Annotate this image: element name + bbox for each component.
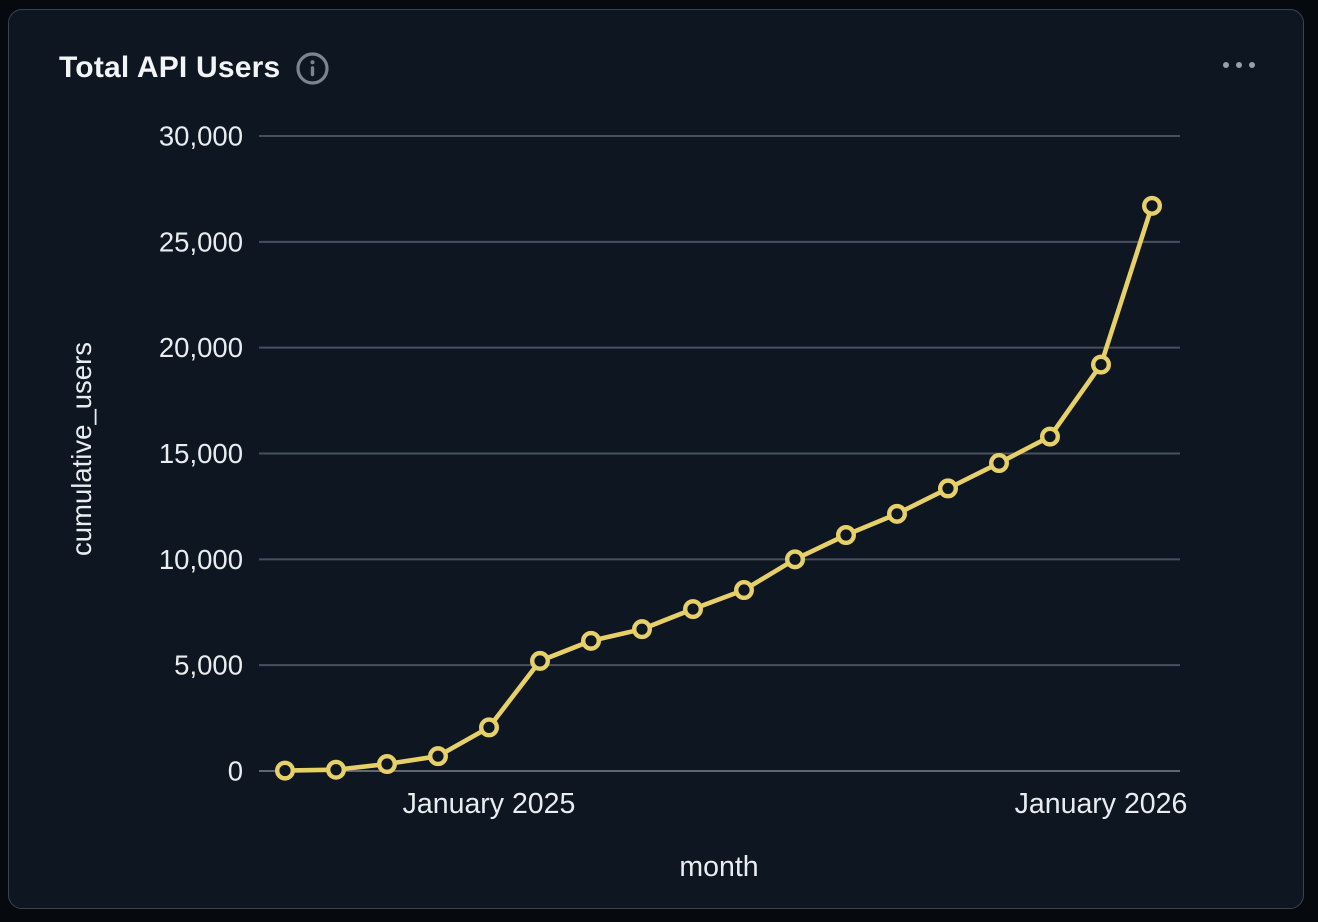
- info-icon: [296, 51, 329, 85]
- series-line: [282, 203, 1155, 773]
- y-tick-label: 20,000: [159, 332, 243, 363]
- data-point-marker[interactable]: [887, 503, 908, 524]
- chart-card: Total API Users 0 5,000 10,000 15,000 20,000…: [8, 9, 1304, 909]
- x-tick-label: January 2026: [1015, 788, 1188, 820]
- data-point-marker[interactable]: [989, 453, 1010, 474]
- data-point-marker[interactable]: [632, 619, 653, 640]
- data-point-marker[interactable]: [581, 630, 602, 651]
- info-button[interactable]: [294, 50, 330, 86]
- data-point-marker[interactable]: [734, 580, 755, 601]
- ellipsis-icon: [1223, 62, 1229, 68]
- data-point-marker[interactable]: [530, 650, 551, 671]
- data-point-marker[interactable]: [428, 746, 449, 767]
- ellipsis-icon: [1236, 62, 1242, 68]
- chart-title: Total API Users: [59, 51, 281, 84]
- data-point-marker[interactable]: [785, 549, 806, 570]
- data-point-marker[interactable]: [938, 478, 959, 499]
- y-tick-label: 5,000: [174, 650, 243, 681]
- y-tick-label: 0: [228, 756, 243, 787]
- data-point-marker[interactable]: [479, 717, 500, 738]
- more-options-button[interactable]: [1217, 50, 1261, 80]
- data-point-marker[interactable]: [1141, 195, 1162, 216]
- data-point-marker[interactable]: [683, 599, 704, 620]
- data-point-marker[interactable]: [1039, 426, 1060, 447]
- ellipsis-icon: [1249, 62, 1255, 68]
- card-header: Total API Users: [59, 50, 330, 86]
- line-chart: 0 5,000 10,000 15,000 20,000 25,000 30,000 Janu…: [66, 121, 1188, 884]
- data-point-marker[interactable]: [275, 760, 296, 781]
- y-axis-title: cumulative_users: [66, 342, 97, 556]
- y-tick-label: 25,000: [159, 226, 243, 257]
- data-point-marker[interactable]: [377, 754, 398, 775]
- x-tick-label: January 2025: [403, 788, 576, 820]
- y-tick-label: 30,000: [159, 121, 243, 152]
- data-point-marker[interactable]: [1090, 354, 1111, 375]
- data-point-marker[interactable]: [326, 759, 347, 780]
- data-point-marker[interactable]: [836, 524, 857, 545]
- x-axis-title: month: [679, 851, 758, 883]
- y-tick-label: 10,000: [159, 544, 243, 575]
- y-tick-label: 15,000: [159, 438, 243, 469]
